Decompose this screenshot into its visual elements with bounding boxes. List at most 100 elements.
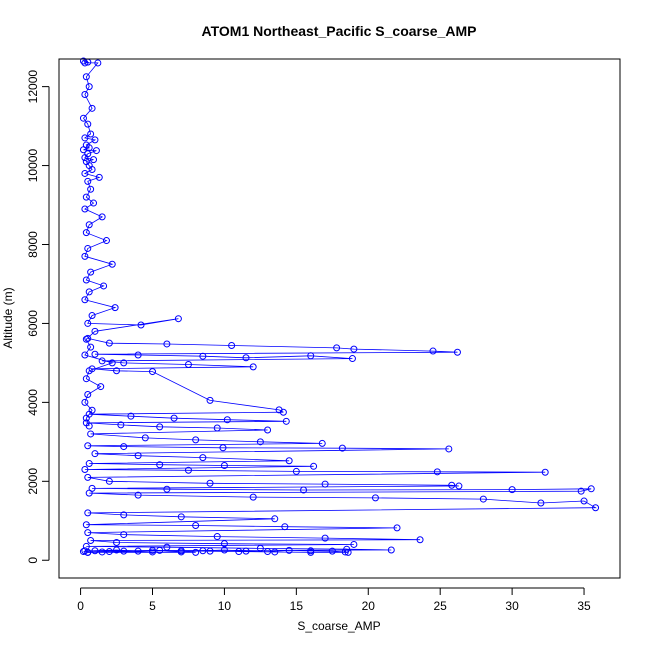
data-point xyxy=(82,375,90,383)
data-point xyxy=(120,511,128,519)
data-point xyxy=(307,548,315,556)
data-point xyxy=(321,480,329,488)
data-point xyxy=(213,533,221,541)
data-point xyxy=(199,547,207,555)
data-point xyxy=(318,439,326,447)
y-tick-label: 0 xyxy=(26,557,40,564)
data-point xyxy=(479,495,487,503)
data-point xyxy=(91,450,99,458)
data-point xyxy=(82,229,90,237)
data-point xyxy=(111,304,119,312)
data-point xyxy=(81,91,89,99)
data-point xyxy=(328,547,336,555)
x-tick-label: 0 xyxy=(77,599,84,613)
data-point xyxy=(341,548,349,556)
data-point xyxy=(149,546,156,554)
data-point xyxy=(85,288,93,296)
data-point xyxy=(84,473,92,481)
series-line xyxy=(82,60,179,427)
data-point xyxy=(393,524,401,532)
data-point xyxy=(81,134,89,142)
data-point xyxy=(90,199,98,207)
data-point xyxy=(149,368,156,376)
data-point xyxy=(87,185,95,193)
data-point xyxy=(98,548,106,556)
data-point xyxy=(84,244,92,252)
data-point xyxy=(433,468,441,476)
data-point xyxy=(156,546,164,554)
data-point xyxy=(134,351,142,359)
data-point xyxy=(321,534,329,542)
data-point xyxy=(88,104,96,112)
data-point xyxy=(242,354,250,362)
series-line xyxy=(84,338,597,553)
data-point xyxy=(448,481,456,489)
y-tick-label: 2000 xyxy=(26,468,40,495)
data-point xyxy=(85,410,93,418)
data-point xyxy=(199,454,207,462)
y-tick-label: 12000 xyxy=(26,70,40,104)
data-point xyxy=(81,205,89,213)
data-point xyxy=(264,548,272,556)
data-point xyxy=(220,546,228,554)
data-point xyxy=(95,173,103,181)
data-point xyxy=(94,59,102,67)
data-point xyxy=(170,414,178,422)
data-point xyxy=(134,547,142,555)
data-point xyxy=(91,350,99,358)
data-point xyxy=(282,417,290,425)
data-point xyxy=(387,546,395,554)
data-point xyxy=(84,319,92,327)
data-point xyxy=(137,321,145,329)
data-point xyxy=(82,419,90,427)
data-point xyxy=(81,465,89,473)
data-point xyxy=(249,493,257,501)
data-point xyxy=(416,536,424,544)
data-point xyxy=(84,442,92,450)
data-point xyxy=(249,363,257,371)
data-point xyxy=(84,334,92,342)
data-point xyxy=(256,438,264,446)
y-tick-label: 8000 xyxy=(26,231,40,258)
data-point xyxy=(163,485,171,493)
data-point xyxy=(91,327,99,335)
x-tick-label: 5 xyxy=(149,599,156,613)
y-axis-label: Altitude (m) xyxy=(1,287,15,348)
data-point xyxy=(537,499,545,507)
data-point xyxy=(84,548,92,556)
data-point xyxy=(199,352,207,360)
data-point xyxy=(163,340,171,348)
data-point xyxy=(79,114,87,122)
data-point xyxy=(134,491,142,499)
data-point xyxy=(350,345,358,353)
data-point xyxy=(87,430,95,438)
data-point xyxy=(105,548,113,556)
data-point xyxy=(429,347,437,355)
data-point xyxy=(108,260,116,268)
data-point xyxy=(97,383,105,391)
data-point xyxy=(235,548,243,556)
series-lines xyxy=(82,60,597,553)
data-point xyxy=(256,544,264,552)
data-point xyxy=(91,136,99,144)
data-point xyxy=(177,513,185,521)
data-point xyxy=(348,355,356,363)
data-point xyxy=(206,396,214,404)
data-point xyxy=(84,529,92,537)
data-point xyxy=(92,147,100,155)
data-point xyxy=(100,282,108,290)
data-point xyxy=(192,522,200,530)
data-point xyxy=(141,434,149,442)
data-point xyxy=(91,547,99,555)
data-point xyxy=(82,73,90,81)
y-tick-label: 10000 xyxy=(26,149,40,183)
data-point xyxy=(82,276,90,284)
data-point xyxy=(81,169,89,177)
y-tick-label: 6000 xyxy=(26,310,40,337)
data-point xyxy=(333,344,341,352)
data-point xyxy=(79,146,87,154)
data-point xyxy=(174,315,182,323)
data-point xyxy=(85,489,93,497)
data-point xyxy=(279,408,287,416)
